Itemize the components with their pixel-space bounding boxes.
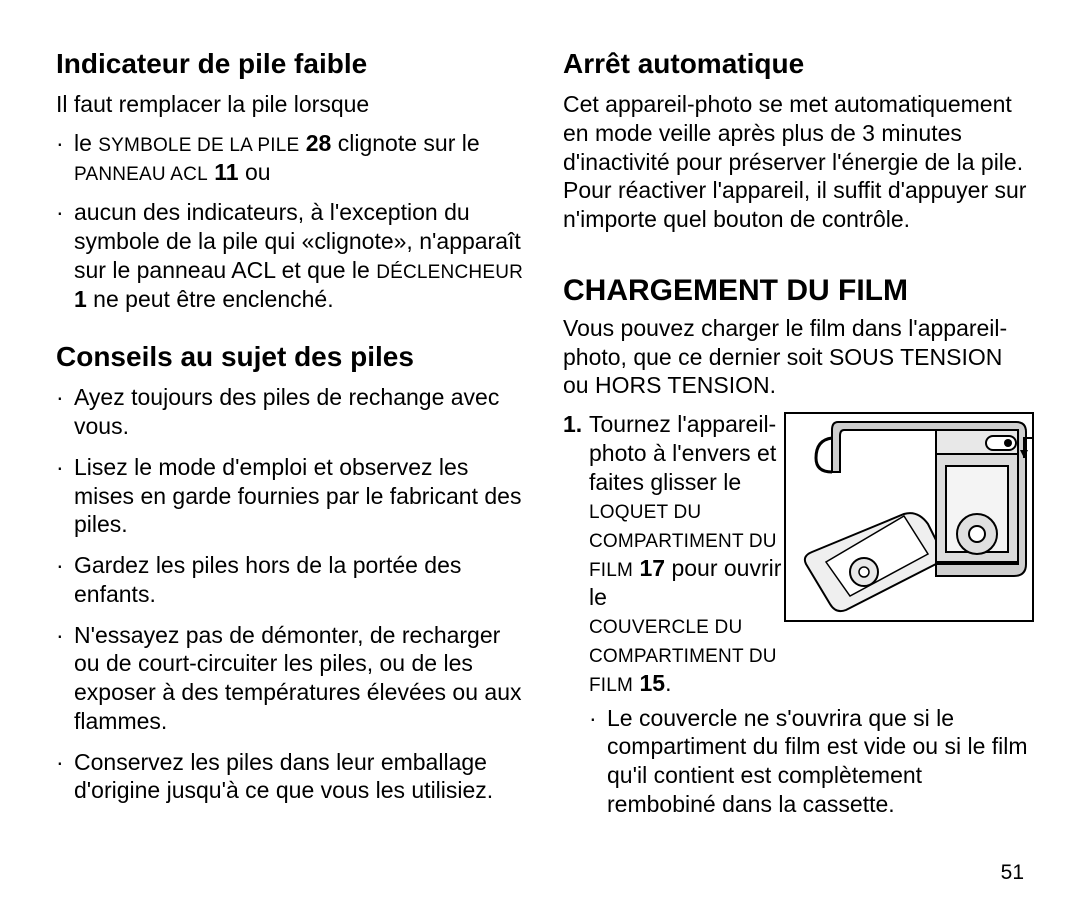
step-1: 1. Tournez l'appareil-photo à l'envers e… bbox=[563, 410, 774, 698]
heading-low-battery: Indicateur de pile faible bbox=[56, 48, 527, 80]
bullet-text: le SYMBOLE DE LA PILE 28 clignote sur le… bbox=[74, 129, 527, 187]
bullet-text: Le couvercle ne s'ouvrira que si le comp… bbox=[607, 704, 1034, 819]
left-column: Indicateur de pile faible Il faut rempla… bbox=[56, 48, 527, 879]
bullet-dot: · bbox=[56, 383, 74, 441]
bullet-text: Conservez les piles dans leur emballage … bbox=[74, 748, 527, 806]
low-battery-intro: Il faut remplacer la pile lorsque bbox=[56, 90, 527, 119]
bullet-dot: · bbox=[589, 704, 607, 819]
low-battery-bullet-2: · aucun des indicateurs, à l'exception d… bbox=[56, 198, 527, 313]
text-run: le bbox=[74, 130, 98, 156]
text-run: clignote sur le bbox=[331, 130, 479, 156]
smallcaps-run: PANNEAU ACL bbox=[74, 164, 208, 185]
page-number: 51 bbox=[1001, 861, 1024, 885]
step-number: 1. bbox=[563, 410, 589, 698]
bullet-dot: · bbox=[56, 748, 74, 806]
bold-number: 1 bbox=[74, 286, 87, 312]
smallcaps-run: SYMBOLE DE LA PILE bbox=[98, 135, 299, 156]
step-1-block: 1. Tournez l'appareil-photo à l'envers e… bbox=[563, 410, 1034, 819]
smallcaps-run: DÉCLENCHEUR bbox=[376, 262, 523, 283]
bullet-text: Lisez le mode d'emploi et observez les m… bbox=[74, 453, 527, 539]
heading-battery-tips: Conseils au sujet des piles bbox=[56, 341, 527, 373]
tips-bullet-3: · Gardez les piles hors de la portée des… bbox=[56, 551, 527, 609]
bullet-text: Gardez les piles hors de la portée des e… bbox=[74, 551, 527, 609]
bullet-text: N'essayez pas de démonter, de recharger … bbox=[74, 621, 527, 736]
text-run: Tournez l'appareil-photo à l'envers et f… bbox=[589, 411, 776, 495]
manual-page: Indicateur de pile faible Il faut rempla… bbox=[0, 0, 1080, 909]
bullet-text: Ayez toujours des piles de rechange avec… bbox=[74, 383, 527, 441]
camera-illustration-icon bbox=[786, 414, 1032, 620]
tips-bullet-5: · Conservez les piles dans leur emballag… bbox=[56, 748, 527, 806]
bullet-dot: · bbox=[56, 621, 74, 736]
right-column: Arrêt automatique Cet appareil-photo se … bbox=[563, 48, 1034, 879]
bullet-dot: · bbox=[56, 453, 74, 539]
bold-number: 17 bbox=[633, 555, 665, 581]
text-run: . bbox=[665, 670, 671, 696]
step-1-subbullet: · Le couvercle ne s'ouvrira que si le co… bbox=[589, 704, 1034, 819]
bold-number: 28 bbox=[299, 130, 331, 156]
bold-number: 11 bbox=[208, 159, 239, 185]
bold-number: 15 bbox=[633, 670, 665, 696]
smallcaps-run: COUVERCLE DU COMPARTIMENT DU FILM bbox=[589, 617, 777, 696]
heading-load-film: CHARGEMENT DU FILM bbox=[563, 274, 1034, 308]
film-door-figure bbox=[784, 412, 1034, 622]
low-battery-bullet-1: · le SYMBOLE DE LA PILE 28 clignote sur … bbox=[56, 129, 527, 187]
tips-bullet-4: · N'essayez pas de démonter, de recharge… bbox=[56, 621, 527, 736]
text-run: ou bbox=[239, 159, 271, 185]
text-run: ne peut être enclenché. bbox=[87, 286, 334, 312]
load-film-intro: Vous pouvez charger le film dans l'appar… bbox=[563, 314, 1034, 400]
auto-off-body: Cet appareil-photo se met automatiquemen… bbox=[563, 90, 1034, 234]
bullet-dot: · bbox=[56, 198, 74, 313]
bullet-dot: · bbox=[56, 129, 74, 187]
step-text: Tournez l'appareil-photo à l'envers et f… bbox=[589, 410, 799, 698]
tips-bullet-2: · Lisez le mode d'emploi et observez les… bbox=[56, 453, 527, 539]
heading-auto-off: Arrêt automatique bbox=[563, 48, 1034, 80]
bullet-dot: · bbox=[56, 551, 74, 609]
bullet-text: aucun des indicateurs, à l'exception du … bbox=[74, 198, 527, 313]
tips-bullet-1: · Ayez toujours des piles de rechange av… bbox=[56, 383, 527, 441]
